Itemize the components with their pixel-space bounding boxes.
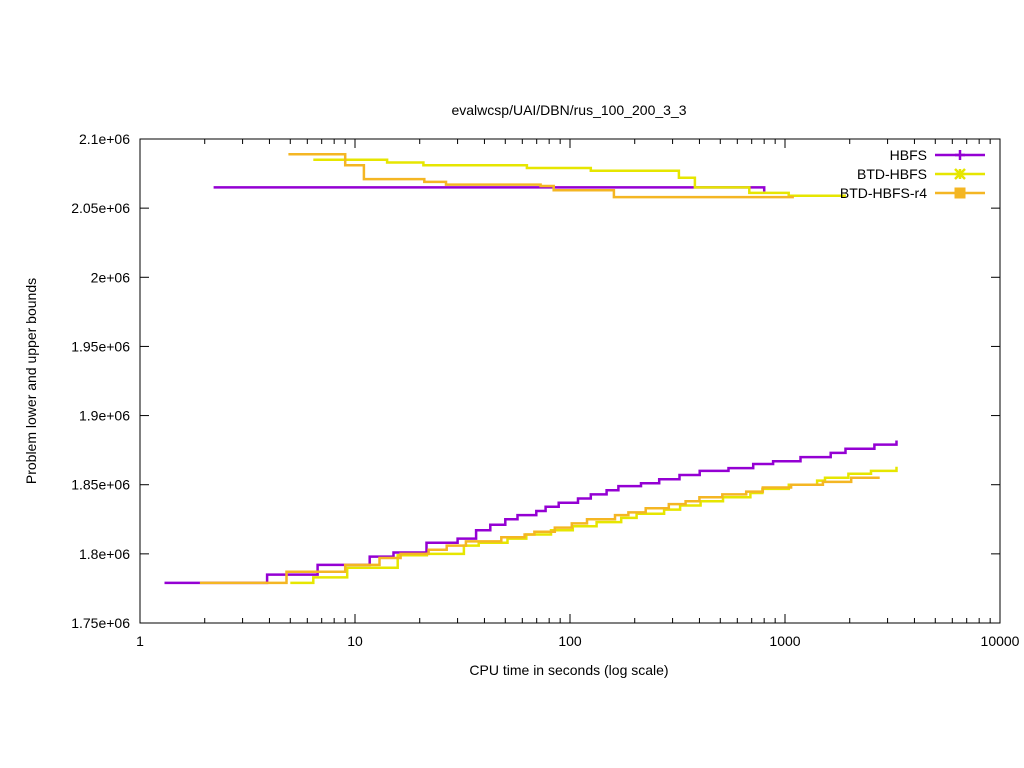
y-axis-label: Problem lower and upper bounds <box>23 278 39 484</box>
y-tick-label: 1.75e+06 <box>71 615 130 631</box>
series-btd-hbfs-r4-upper-bound <box>288 152 794 199</box>
ticks-layer: 1 10 100 1000 10000 1.75e+06 1.8e+06 1.85e+06 1.… <box>71 131 1019 649</box>
y-tick-label: 1.9e+06 <box>79 408 130 424</box>
x-axis-label: CPU time in seconds (log scale) <box>469 662 668 678</box>
y-tick-label: 1.85e+06 <box>71 477 130 493</box>
x-tick-label: 1000 <box>769 633 800 649</box>
legend-marker-square <box>954 187 966 199</box>
y-tick-label: 2.1e+06 <box>79 131 130 147</box>
series-hbfs-upper-bound <box>213 186 766 192</box>
legend-marker-plus <box>955 150 965 160</box>
series-btd-hbfs-r4-lower-bound <box>199 476 880 585</box>
y-tick-label: 1.95e+06 <box>71 338 130 354</box>
legend-marker-star <box>954 168 966 180</box>
y-tick-label: 2.05e+06 <box>71 200 130 216</box>
series-hbfs-lower-bound <box>164 440 898 585</box>
y-tick-label: 1.8e+06 <box>79 546 130 562</box>
legend: HBFS BTD-HBFS BTD-HBFS-r4 <box>840 147 985 201</box>
x-tick-label: 10000 <box>981 633 1020 649</box>
series-btd-hbfs-upper-bound <box>313 158 846 197</box>
legend-label: BTD-HBFS-r4 <box>840 185 927 201</box>
series-layer <box>164 152 898 585</box>
x-tick-label: 1 <box>136 633 144 649</box>
chart-title: evalwcsp/UAI/DBN/rus_100_200_3_3 <box>451 102 686 118</box>
x-tick-label: 100 <box>558 633 582 649</box>
legend-label: HBFS <box>890 147 927 163</box>
plot-frame <box>139 138 1001 624</box>
y-tick-label: 2e+06 <box>91 269 131 285</box>
x-tick-label: 10 <box>347 633 363 649</box>
legend-label: BTD-HBFS <box>857 166 927 182</box>
